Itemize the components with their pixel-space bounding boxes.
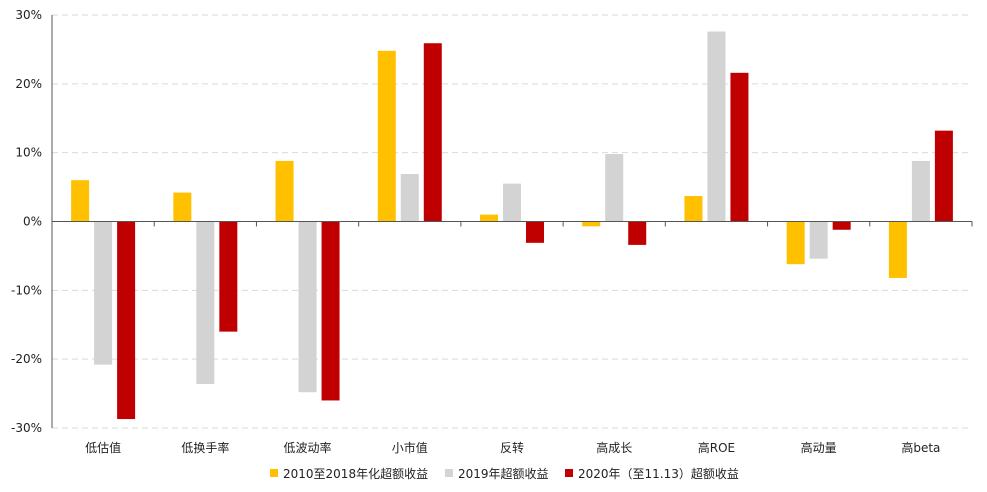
y-tick-label: -30% (11, 421, 42, 435)
bar-1-0 (173, 192, 192, 222)
bar-5-2 (628, 221, 647, 245)
bar-4-1 (503, 183, 521, 222)
x-category-label: 反转 (500, 440, 524, 455)
bar-7-1 (809, 221, 828, 259)
bar-6-1 (707, 31, 726, 222)
x-category-label: 小市值 (392, 440, 428, 455)
bar-3-0 (377, 50, 396, 222)
x-category-label: 高成长 (596, 440, 632, 455)
x-category-label: 高ROE (698, 440, 735, 455)
y-tick-label: -20% (11, 352, 42, 366)
bar-7-0 (786, 221, 805, 265)
y-tick-label: -10% (11, 283, 42, 297)
bar-4-2 (526, 221, 544, 243)
bar-3-1 (400, 174, 419, 222)
bar-6-2 (730, 72, 749, 222)
bar-0-1 (94, 221, 113, 365)
x-category-label: 低波动率 (284, 440, 332, 455)
legend-label: 2010至2018年化超额收益 (283, 466, 428, 481)
bar-8-1 (911, 160, 930, 222)
x-category-label: 高动量 (801, 440, 837, 455)
x-category-label: 低换手率 (181, 440, 229, 455)
y-tick-label: 10% (15, 146, 42, 160)
bar-8-2 (934, 130, 953, 222)
x-category-label: 高beta (901, 440, 940, 455)
legend-swatch (445, 469, 453, 477)
bar-3-2 (423, 43, 442, 222)
legend-label: 2020年（至11.13）超额收益 (578, 466, 739, 481)
bar-0-0 (71, 180, 90, 222)
bar-0-2 (117, 221, 136, 420)
bar-2-0 (275, 160, 294, 222)
bar-5-1 (605, 154, 624, 222)
bar-7-2 (832, 221, 851, 230)
legend-label: 2019年超额收益 (458, 466, 549, 481)
y-tick-label: 30% (15, 8, 42, 22)
bar-1-1 (196, 221, 215, 384)
bar-2-1 (298, 221, 317, 393)
y-tick-label: 20% (15, 77, 42, 91)
bar-6-0 (684, 196, 703, 222)
bar-4-0 (480, 214, 498, 222)
y-tick-label: 0% (23, 215, 42, 229)
legend-swatch (565, 469, 573, 477)
bar-1-2 (219, 221, 238, 332)
legend-swatch (270, 469, 278, 477)
x-category-label: 低估值 (85, 440, 121, 455)
bar-2-2 (321, 221, 340, 401)
bar-5-0 (582, 221, 601, 227)
bar-8-0 (888, 221, 907, 278)
